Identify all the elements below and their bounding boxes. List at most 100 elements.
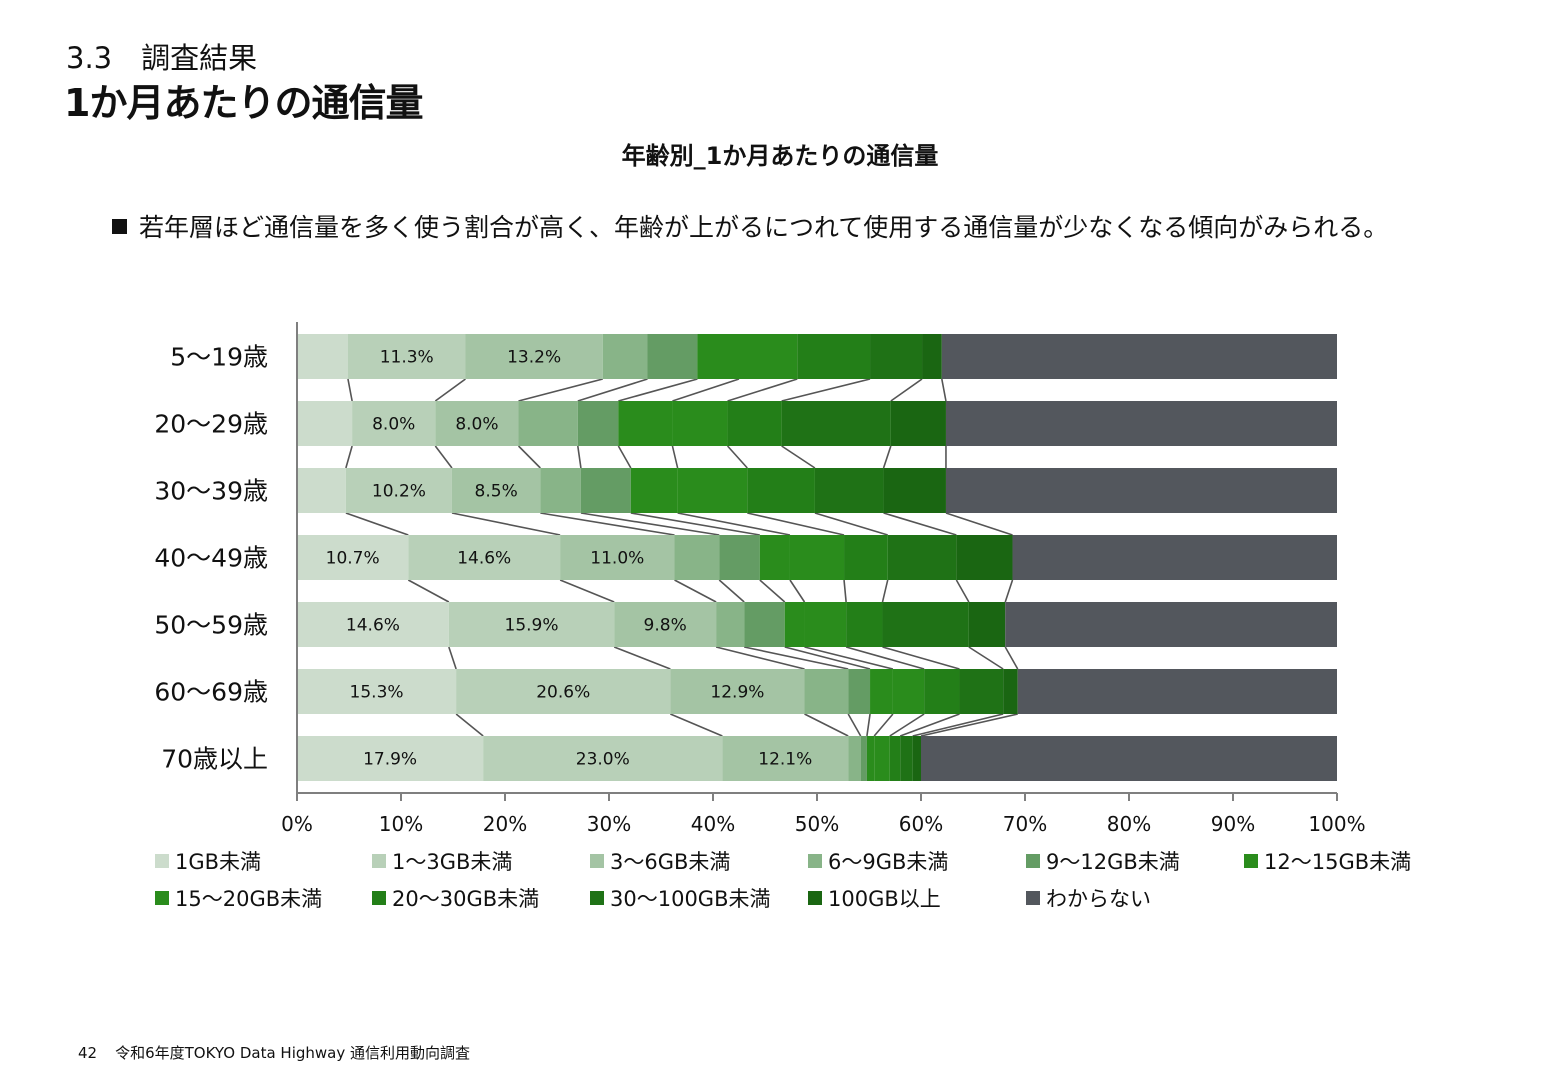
bar-segment [677, 468, 748, 513]
legend-label: 6～9GB未満 [828, 850, 948, 874]
legend-swatch [590, 854, 604, 868]
series-line [899, 713, 960, 737]
series-line [345, 445, 353, 469]
bar-segment [887, 535, 957, 580]
bar-segment [956, 535, 1013, 580]
legend-swatch [590, 891, 604, 905]
summary-note: 若年層ほど通信量を多く使う割合が高く、年齢が上がるにつれて使用する通信量が少なく… [112, 210, 1388, 246]
series-line [517, 445, 541, 469]
bar-segment [922, 334, 942, 379]
series-lines [345, 378, 1019, 737]
bar-segment [347, 334, 466, 379]
bar-segment [1005, 602, 1337, 647]
bar-segment [1017, 669, 1337, 714]
bar-segment [465, 334, 603, 379]
legend-swatch [1244, 854, 1258, 868]
bar-segment [297, 468, 346, 513]
stacked-bar-chart: 11.3% 13.2% 8.0% 8.0% 10.2% 8.5% 10.7% 14.6% 11.… [154, 322, 1411, 911]
legend: 1GB未満 1～3GB未満 3～6GB未満 6～9GB未満 9～12GB未満 12～15G… [155, 850, 1411, 911]
data-label: 11.0% [590, 549, 644, 569]
series-line [781, 445, 816, 469]
x-tick-label: 80% [1107, 812, 1151, 836]
series-line [804, 713, 849, 737]
bar-segment [912, 736, 921, 781]
series-line [613, 646, 671, 670]
series-line [814, 512, 888, 536]
series-line [889, 713, 925, 737]
legend-label: 9～12GB未満 [1046, 850, 1180, 874]
bar-segment [739, 334, 798, 379]
data-label: 14.6% [346, 616, 400, 636]
bars [297, 334, 1337, 781]
bar-segment [647, 334, 698, 379]
x-tick-label: 70% [1003, 812, 1047, 836]
series-line [1004, 579, 1014, 603]
bar-segment [716, 602, 745, 647]
series-line [718, 579, 745, 603]
bar-segment [674, 535, 720, 580]
bar-segment [435, 401, 519, 446]
series-line [845, 646, 925, 670]
bar-segment [883, 468, 946, 513]
category-label: 5～19歳 [170, 343, 268, 372]
series-line [577, 445, 582, 469]
bar-segment [297, 669, 457, 714]
series-line [715, 646, 805, 670]
series-line [580, 512, 720, 536]
x-tick-label: 60% [899, 812, 943, 836]
bar-segment [1003, 669, 1018, 714]
x-tick-label: 90% [1211, 812, 1255, 836]
data-label: 8.0% [372, 415, 415, 435]
data-label: 17.9% [363, 750, 417, 770]
axes [296, 322, 1338, 801]
x-tick-label: 50% [795, 812, 839, 836]
data-label: 8.5% [475, 482, 518, 502]
legend-swatch [372, 854, 386, 868]
bar-segment [672, 401, 728, 446]
bar-segment [297, 334, 348, 379]
series-line [677, 512, 791, 536]
category-label: 60～69歳 [154, 678, 268, 707]
series-line [744, 646, 849, 670]
bar-segment [846, 602, 883, 647]
legend-label: わからない [1046, 887, 1151, 911]
legend-swatch [155, 854, 169, 868]
bar-segment [618, 401, 673, 446]
bar-segment [1012, 535, 1337, 580]
series-line [559, 579, 615, 603]
summary-text: 若年層ほど通信量を多く使う割合が高く、年齢が上がるにつれて使用する通信量が少なく… [139, 213, 1389, 242]
series-line [630, 512, 760, 536]
series-line [407, 579, 450, 603]
series-line [920, 713, 1018, 737]
bar-segment [797, 334, 871, 379]
series-line [1004, 646, 1019, 670]
bar-segment [959, 669, 1004, 714]
data-label: 12.1% [758, 750, 812, 770]
bar-segment [297, 736, 484, 781]
series-line [945, 512, 1013, 536]
bar-segment [889, 736, 901, 781]
page-number: 42 [78, 1044, 98, 1062]
bar-segment [540, 468, 581, 513]
data-label: 15.9% [505, 616, 559, 636]
x-tick-label: 30% [587, 812, 631, 836]
bar-segment [483, 736, 723, 781]
series-line [784, 646, 871, 670]
legend-swatch [1026, 891, 1040, 905]
bar-segment [892, 669, 925, 714]
data-label: 13.2% [507, 348, 561, 368]
series-line [674, 579, 717, 603]
series-line [434, 445, 453, 469]
bar-segment [719, 535, 760, 580]
bar-segment [945, 468, 1337, 513]
data-label: 14.6% [457, 549, 511, 569]
x-tick-label: 100% [1308, 812, 1365, 836]
legend-swatch [808, 891, 822, 905]
bar-segment [784, 602, 805, 647]
data-label: 15.3% [350, 683, 404, 703]
report-name: 令和6年度TOKYO Data Highway 通信利用動向調査 [115, 1044, 470, 1062]
data-label: 11.3% [380, 348, 434, 368]
series-line [672, 378, 740, 402]
series-line [455, 713, 484, 737]
category-labels: 5～19歳 20～29歳 30～39歳 40～49歳 50～59歳 60～69歳 70歳以上 [154, 343, 268, 774]
